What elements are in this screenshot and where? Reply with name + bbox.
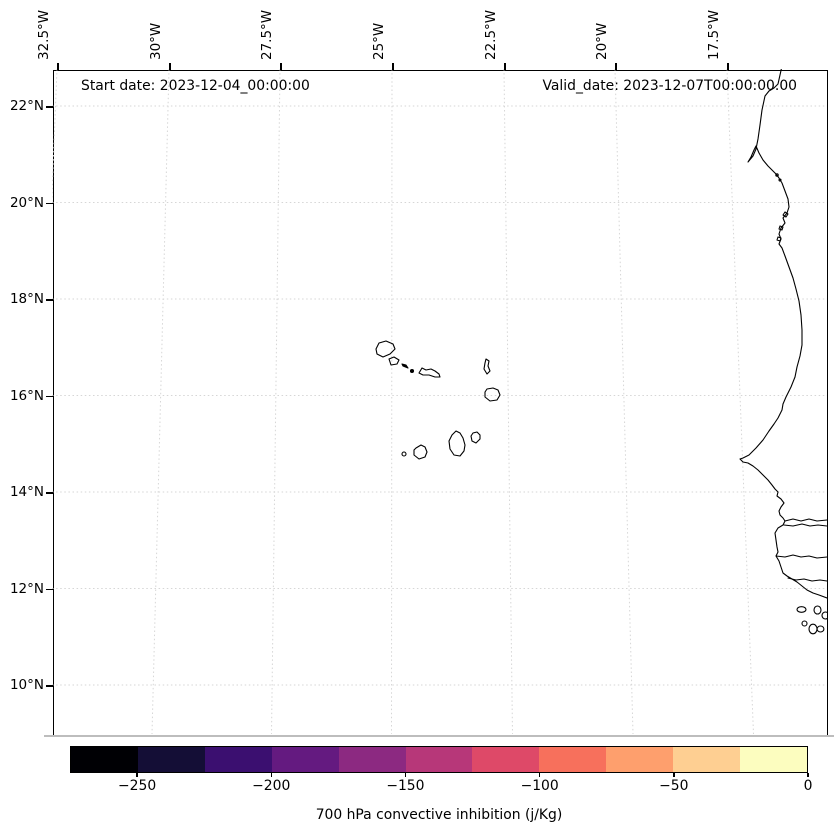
colorbar-segment xyxy=(71,747,138,772)
coastlines-layer xyxy=(375,69,828,635)
y-tick-mark xyxy=(46,685,53,687)
cacheu-river xyxy=(787,577,828,582)
y-tick-label: 22°N xyxy=(9,98,44,114)
raso-islet xyxy=(410,369,415,374)
colorbar-tick-mark xyxy=(538,772,541,777)
colorbar-segment xyxy=(137,747,205,772)
colorbar-tick-label: −100 xyxy=(520,778,559,794)
boa-vista-island xyxy=(484,387,501,402)
colorbar-tick-label: 0 xyxy=(803,778,813,794)
y-tick-label: 20°N xyxy=(9,194,44,211)
santo-antao-island xyxy=(375,340,396,358)
x-tick-mark xyxy=(57,63,59,70)
colorbar-segment xyxy=(673,747,741,772)
x-tick-label: 30°W xyxy=(148,22,164,60)
sao-nicolau-island xyxy=(418,367,441,378)
colorbar-segment xyxy=(338,747,406,772)
colorbar-segment xyxy=(539,747,607,772)
map-layers xyxy=(52,69,828,735)
y-tick-mark xyxy=(46,202,53,205)
x-tick-label: 20°W xyxy=(594,22,610,60)
colorbar-tick-label: −250 xyxy=(118,778,157,794)
sao-vicente-island xyxy=(388,356,400,366)
y-tick-label: 10°N xyxy=(9,677,44,693)
y-tick-mark xyxy=(46,588,53,591)
y-tick-mark xyxy=(46,395,53,398)
y-tick-label: 12°N xyxy=(9,580,44,597)
bijagos-islands xyxy=(796,605,828,635)
colorbar-tick-mark xyxy=(673,772,675,777)
cape-verde-islands xyxy=(375,340,501,460)
brava-island xyxy=(401,451,407,457)
x-tick-mark xyxy=(280,63,282,70)
colorbar-label: 700 hPa convective inhibition (j/Kg) xyxy=(315,807,563,823)
colorbar-segment xyxy=(740,747,807,772)
fogo-island xyxy=(413,444,428,460)
x-tick-label: 27.5°W xyxy=(259,9,275,60)
x-tick-mark xyxy=(615,63,617,70)
y-tick-mark xyxy=(46,492,53,494)
x-tick-mark xyxy=(392,63,394,70)
x-tick-mark xyxy=(727,63,729,70)
lon-gridline xyxy=(391,69,393,735)
colorbar-tick-label: −150 xyxy=(386,778,425,794)
valid-date-annotation: Valid_date: 2023-12-07T00:00:00.00 xyxy=(542,78,797,94)
lon-gridline xyxy=(503,69,514,735)
graticule-gridlines xyxy=(52,69,828,735)
gambia-river xyxy=(783,518,828,527)
y-tick-mark xyxy=(46,299,53,301)
sal-island xyxy=(483,358,491,375)
santa-luzia-island xyxy=(401,363,409,369)
maio-island xyxy=(470,431,481,444)
colorbar xyxy=(70,746,808,773)
colorbar-tick-mark xyxy=(270,772,272,777)
colorbar-segment xyxy=(405,747,473,772)
colorbar-tick-label: −200 xyxy=(252,778,291,794)
lon-gridline xyxy=(271,69,281,735)
colorbar-tick-mark xyxy=(136,772,138,777)
colorbar-tick-mark xyxy=(807,772,809,777)
lon-gridline xyxy=(614,69,634,735)
x-tick-mark xyxy=(504,63,506,70)
y-tick-label: 16°N xyxy=(9,387,44,404)
colorbar-segment xyxy=(472,747,540,772)
x-tick-label: 25°W xyxy=(371,22,387,60)
y-tick-mark xyxy=(46,106,53,108)
colorbar-tick-label: −50 xyxy=(659,778,689,794)
axes-bottom-gray-spine xyxy=(44,735,834,737)
y-tick-label: 14°N xyxy=(9,484,44,500)
lon-gridline xyxy=(726,69,755,735)
colorbar-segment xyxy=(606,747,674,772)
banc-arguin-islets xyxy=(775,173,789,242)
x-tick-label: 17.5°W xyxy=(706,9,722,60)
lon-gridline xyxy=(151,69,170,735)
y-tick-label: 18°N xyxy=(9,291,44,307)
colorbar-tick-mark xyxy=(404,772,407,777)
x-tick-label: 22.5°W xyxy=(483,9,499,60)
santiago-island xyxy=(448,430,466,457)
start-date-annotation: Start date: 2023-12-04_00:00:00 xyxy=(81,78,310,94)
lon-gridline xyxy=(52,69,58,208)
colorbar-segment xyxy=(271,747,339,772)
casamance-river xyxy=(775,554,828,559)
x-tick-mark xyxy=(169,63,171,70)
map-axes: Start date: 2023-12-04_00:00:00 Valid_da… xyxy=(52,69,828,735)
x-tick-label: 32.5°W xyxy=(36,9,52,60)
colorbar-segment xyxy=(204,747,272,772)
west-africa-coastline xyxy=(739,69,828,599)
